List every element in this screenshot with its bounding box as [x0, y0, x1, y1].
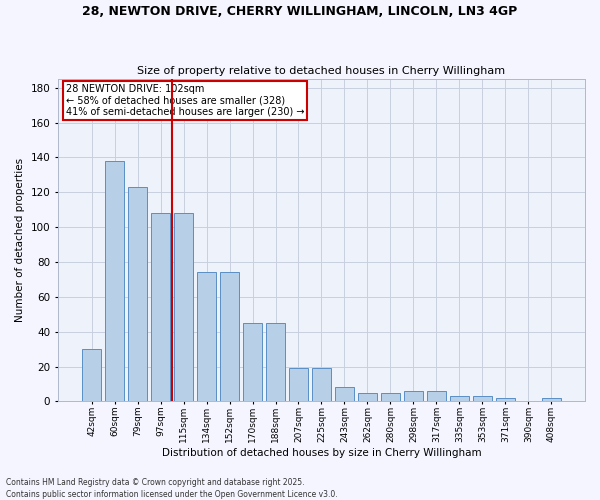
Bar: [220, 272, 239, 402]
Bar: [151, 213, 170, 402]
Y-axis label: Number of detached properties: Number of detached properties: [15, 158, 25, 322]
Bar: [289, 368, 308, 402]
Bar: [542, 398, 561, 402]
Bar: [197, 272, 217, 402]
Bar: [82, 349, 101, 402]
Title: Size of property relative to detached houses in Cherry Willingham: Size of property relative to detached ho…: [137, 66, 506, 76]
X-axis label: Distribution of detached houses by size in Cherry Willingham: Distribution of detached houses by size …: [161, 448, 481, 458]
Bar: [449, 396, 469, 402]
Bar: [266, 323, 285, 402]
Bar: [473, 396, 492, 402]
Text: Contains HM Land Registry data © Crown copyright and database right 2025.
Contai: Contains HM Land Registry data © Crown c…: [6, 478, 338, 499]
Text: 28, NEWTON DRIVE, CHERRY WILLINGHAM, LINCOLN, LN3 4GP: 28, NEWTON DRIVE, CHERRY WILLINGHAM, LIN…: [82, 5, 518, 18]
Bar: [380, 392, 400, 402]
Bar: [105, 161, 124, 402]
Text: 28 NEWTON DRIVE: 102sqm
← 58% of detached houses are smaller (328)
41% of semi-d: 28 NEWTON DRIVE: 102sqm ← 58% of detache…: [66, 84, 304, 117]
Bar: [335, 388, 354, 402]
Bar: [174, 213, 193, 402]
Bar: [128, 187, 148, 402]
Bar: [312, 368, 331, 402]
Bar: [358, 392, 377, 402]
Bar: [243, 323, 262, 402]
Bar: [404, 391, 423, 402]
Bar: [496, 398, 515, 402]
Bar: [427, 391, 446, 402]
